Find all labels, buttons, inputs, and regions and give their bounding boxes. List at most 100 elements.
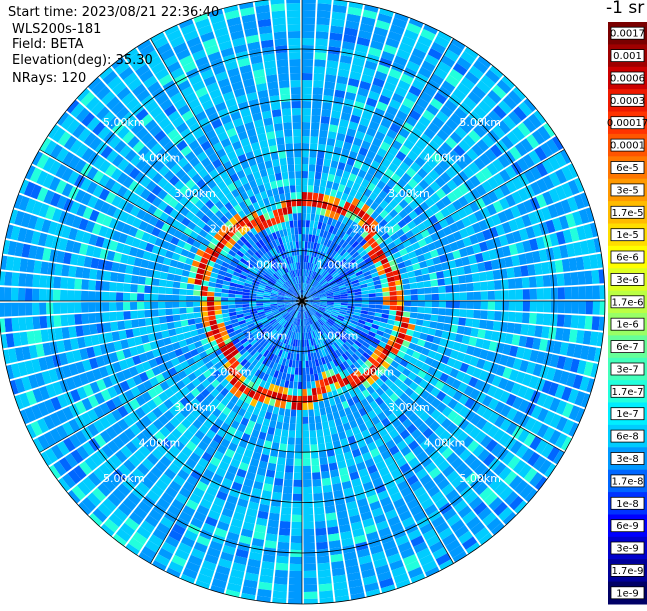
beta-bin [491, 331, 500, 342]
beta-bin [440, 207, 451, 218]
beta-bin [430, 359, 440, 369]
beta-bin [287, 388, 293, 396]
beta-bin [302, 248, 305, 255]
beta-bin [374, 483, 387, 494]
beta-bin [299, 340, 302, 348]
beta-bin [566, 343, 576, 357]
beta-bin [56, 409, 68, 424]
beta-bin [426, 534, 441, 547]
beta-bin [104, 518, 119, 533]
beta-bin [111, 396, 123, 408]
beta-bin [369, 143, 380, 154]
beta-bin [401, 224, 411, 234]
beta-bin [371, 323, 379, 330]
beta-bin [449, 68, 464, 82]
beta-bin [351, 317, 360, 323]
beta-bin [302, 136, 310, 144]
beta-bin [377, 411, 387, 422]
beta-bin [52, 381, 63, 396]
beta-bin [276, 324, 282, 332]
beta-bin [318, 450, 327, 458]
beta-bin [319, 186, 326, 195]
beta-bin [542, 426, 555, 442]
beta-bin [414, 156, 426, 168]
beta-bin [399, 392, 409, 403]
beta-bin [118, 233, 128, 244]
beta-bin [414, 41, 430, 54]
beta-bin [272, 311, 280, 316]
beta-bin [560, 199, 572, 214]
beta-bin [237, 407, 247, 417]
beta-bin [535, 194, 547, 208]
beta-bin [38, 357, 48, 371]
beta-bin [109, 282, 117, 292]
beta-bin [269, 301, 277, 303]
beta-bin [427, 265, 436, 274]
beta-bin [264, 476, 274, 485]
beta-bin [534, 146, 548, 161]
beta-bin [443, 347, 453, 357]
beta-bin [312, 301, 320, 303]
beta-bin [315, 228, 321, 237]
beta-bin [414, 269, 423, 277]
beta-bin [265, 533, 278, 542]
beta-bin [308, 409, 315, 417]
beta-bin [434, 35, 450, 49]
beta-bin [398, 373, 408, 383]
beta-bin [278, 317, 285, 324]
beta-bin [541, 380, 553, 394]
beta-bin [229, 260, 238, 268]
beta-bin [174, 348, 184, 357]
beta-bin [309, 324, 314, 332]
beta-bin [234, 414, 243, 424]
beta-bin [235, 297, 243, 301]
beta-bin [373, 280, 382, 286]
beta-bin [151, 227, 161, 237]
beta-bin [313, 73, 325, 82]
beta-bin [31, 358, 42, 373]
beta-bin [145, 350, 155, 361]
beta-bin [319, 326, 325, 334]
beta-bin [442, 269, 451, 278]
beta-bin [336, 265, 343, 272]
beta-bin [349, 322, 357, 328]
beta-bin [321, 280, 328, 287]
beta-bin [190, 517, 204, 529]
beta-bin [253, 332, 261, 339]
beta-bin [452, 175, 464, 187]
beta-bin [135, 395, 146, 407]
beta-bin [284, 303, 292, 306]
beta-bin [221, 477, 233, 488]
beta-bin [417, 294, 425, 301]
beta-bin [434, 211, 445, 222]
beta-bin [308, 270, 312, 278]
beta-bin [9, 209, 18, 224]
beta-bin [578, 208, 590, 224]
beta-bin [449, 222, 459, 233]
beta-bin [456, 56, 472, 71]
beta-bin [302, 360, 306, 368]
beta-bin [288, 330, 293, 339]
beta-bin [104, 164, 117, 177]
beta-bin [151, 294, 159, 301]
beta-bin [345, 428, 354, 438]
beta-bin [68, 418, 81, 433]
beta-bin [431, 307, 439, 315]
beta-bin [358, 423, 368, 433]
beta-bin [319, 229, 325, 238]
beta-bin [267, 281, 275, 287]
beta-bin [397, 541, 412, 553]
beta-bin [458, 406, 470, 418]
beta-bin [122, 368, 133, 380]
beta-bin [81, 397, 93, 411]
beta-bin [58, 477, 71, 492]
beta-bin [332, 366, 339, 375]
beta-bin [521, 312, 530, 324]
beta-bin [559, 342, 569, 356]
beta-bin [463, 134, 476, 148]
beta-bin [169, 405, 180, 417]
beta-bin [118, 432, 131, 445]
beta-bin [475, 171, 487, 184]
beta-bin [29, 167, 42, 183]
beta-bin [287, 289, 294, 295]
